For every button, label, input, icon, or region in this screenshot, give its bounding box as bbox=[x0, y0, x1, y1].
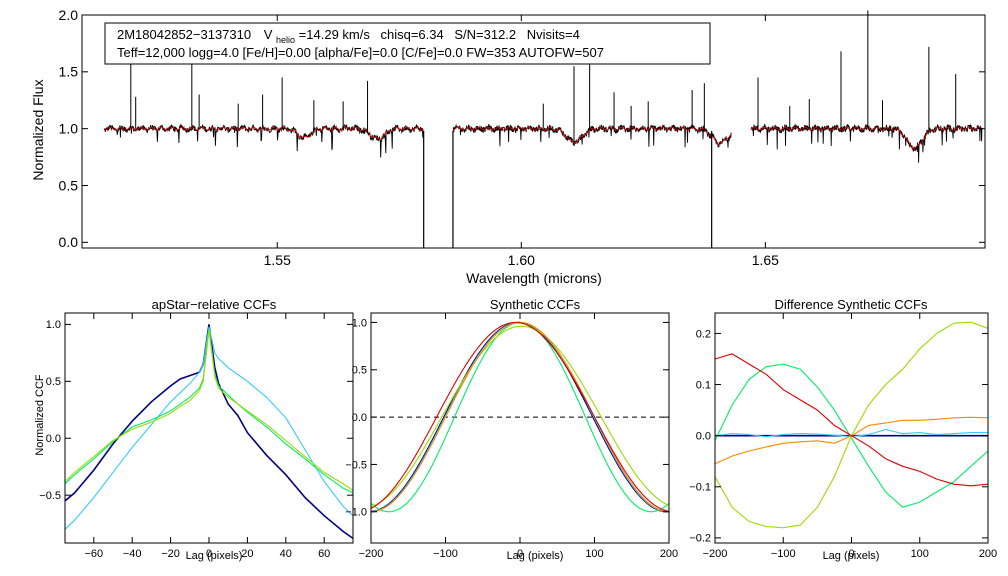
info-star-id: 2M18042852−3137310 bbox=[117, 27, 251, 42]
spectrum-model-chip bbox=[103, 126, 424, 140]
apstar-ccf-xtick-label: 60 bbox=[318, 548, 330, 560]
apstar-ccf-line-visit-3 bbox=[64, 328, 354, 494]
synthetic-ccf-line-visit-6 bbox=[370, 321, 670, 512]
apstar-ccf-line-visit-4 bbox=[64, 330, 354, 492]
info-nvisits: Nvisits=4 bbox=[527, 27, 580, 42]
synthetic-ccf-xtick-label: 100 bbox=[585, 548, 603, 560]
apstar-ccf-xtick-label: −20 bbox=[161, 548, 180, 560]
info-box: 2M18042852−3137310 V helio =14.29 km/s c… bbox=[104, 22, 711, 65]
apstar-ccf-ytick-label: −0.5 bbox=[39, 490, 61, 502]
synthetic-ccf-title: Synthetic CCFs bbox=[490, 297, 581, 312]
difference-ccf-xtick-label: 100 bbox=[911, 548, 929, 560]
spectrum-model-chip bbox=[750, 126, 983, 150]
info-v-subscript: helio bbox=[276, 35, 295, 45]
difference-ccf-panel: −200 −100 0 100 200 −0.2 −0.1 0.0 0.1 0.2 Differe… bbox=[689, 297, 997, 562]
apstar-ccf-ytick-label: 0.0 bbox=[46, 433, 61, 445]
difference-ccf-ytick-label: 0.1 bbox=[696, 379, 711, 391]
synthetic-ccf-ytick-label: −1.0 bbox=[345, 507, 367, 519]
difference-ccf-ytick-label: −0.2 bbox=[689, 533, 711, 545]
info-v-prefix: V bbox=[264, 27, 273, 42]
apstar-ccf-xtick-label: 40 bbox=[280, 548, 292, 560]
apstar-ccf-line-visit-2 bbox=[64, 326, 354, 530]
spectrum-model-chip bbox=[453, 126, 732, 146]
spectrum-ytick-label: 1.5 bbox=[59, 64, 79, 80]
difference-ccf-ytick-label: −0.1 bbox=[689, 482, 711, 494]
apstar-ccf-title: apStar−relative CCFs bbox=[152, 297, 277, 312]
synthetic-ccf-ytick-label: 0.0 bbox=[352, 412, 367, 424]
info-chisq: chisq=6.34 bbox=[380, 27, 443, 42]
difference-ccf-line-visit-6 bbox=[714, 353, 989, 487]
synthetic-ccf-panel: −200 −100 0 100 200 −1.0 −0.5 0.0 0.5 1.0 Synthet… bbox=[345, 297, 678, 562]
difference-ccf-xtick-label: −200 bbox=[703, 548, 728, 560]
info-line-1: 2M18042852−3137310 V helio =14.29 km/s c… bbox=[117, 27, 580, 46]
synthetic-ccf-xtick-label: 0 bbox=[517, 548, 523, 560]
apstar-ccf-ytick-label: 0.5 bbox=[46, 376, 61, 388]
apstar-ccf-series bbox=[64, 324, 354, 540]
spectrum-axes: 1.55 1.60 1.65 0.0 0.5 1.0 1.5 2.0 bbox=[59, 7, 986, 268]
info-line-2: Teff=12,000 logg=4.0 [Fe/H]=0.00 [alpha/… bbox=[117, 45, 604, 60]
info-snr: S/N=312.2 bbox=[454, 27, 516, 42]
synthetic-ccf-xtick-label: 200 bbox=[660, 548, 678, 560]
apstar-ccf-ytick-label: 1.0 bbox=[46, 319, 61, 331]
apstar-ccf-xtick-label: −40 bbox=[123, 548, 142, 560]
difference-ccf-xtick-label: 200 bbox=[979, 548, 997, 560]
difference-ccf-xtick-label: 0 bbox=[848, 548, 854, 560]
apstar-ccf-panel: −60 −40 −20 0 20 40 60 −0.5 0.0 0.5 1.0 apStar−rel… bbox=[34, 297, 354, 562]
info-box-frame bbox=[104, 22, 711, 65]
spectrum-panel: 1.55 1.60 1.65 0.0 0.5 1.0 1.5 2.0 Wavelength (… bbox=[30, 7, 986, 286]
difference-ccf-series bbox=[714, 321, 989, 529]
apstar-ccf-xtick-label: 20 bbox=[241, 548, 253, 560]
spectrum-observed-chip bbox=[452, 123, 732, 148]
synthetic-ccf-xlabel: Lag (pixels) bbox=[507, 550, 564, 562]
spectrum-ytick-label: 0.5 bbox=[59, 177, 79, 193]
synthetic-ccf-series bbox=[370, 321, 670, 513]
apstar-ccf-axes: −60 −40 −20 0 20 40 60 −0.5 0.0 0.5 1.0 bbox=[39, 312, 354, 560]
spectrum-ytick-label: 2.0 bbox=[59, 7, 79, 23]
apstar-ccf-line-visit-1 bbox=[64, 324, 354, 540]
spectrum-xtick-label: 1.55 bbox=[264, 252, 291, 268]
spectrum-xtick-label: 1.60 bbox=[508, 252, 535, 268]
info-v-value: =14.29 km/s bbox=[299, 27, 371, 42]
spectrum-xlabel: Wavelength (microns) bbox=[466, 270, 602, 286]
difference-ccf-title: Difference Synthetic CCFs bbox=[775, 297, 928, 312]
spectrum-observed-chip bbox=[750, 123, 983, 163]
spectrum-observed-chip bbox=[103, 123, 425, 158]
spectrum-series bbox=[103, 10, 983, 248]
difference-ccf-xlabel: Lag (pixels) bbox=[823, 550, 880, 562]
spectrum-ytick-label: 1.0 bbox=[59, 121, 79, 137]
difference-ccf-xtick-label: −100 bbox=[771, 548, 796, 560]
difference-ccf-ytick-label: 0.2 bbox=[696, 328, 711, 340]
synthetic-ccf-ytick-label: 0.5 bbox=[352, 365, 367, 377]
difference-ccf-axes: −200 −100 0 100 200 −0.2 −0.1 0.0 0.1 0.2 bbox=[689, 312, 997, 560]
spectrum-frame bbox=[81, 14, 986, 249]
spectrum-ytick-label: 0.0 bbox=[59, 234, 79, 250]
difference-ccf-ytick-label: 0.0 bbox=[696, 431, 711, 443]
synthetic-ccf-xtick-label: −200 bbox=[359, 548, 384, 560]
synthetic-ccf-line-visit-4 bbox=[370, 325, 670, 508]
apstar-ccf-xlabel: Lag (pixels) bbox=[186, 550, 243, 562]
spectrum-ylabel: Normalized Flux bbox=[30, 79, 46, 180]
synthetic-ccf-ytick-label: −0.5 bbox=[345, 459, 367, 471]
apstar-ccf-ylabel: Normalized CCF bbox=[34, 374, 46, 456]
synthetic-ccf-axes: −200 −100 0 100 200 −1.0 −0.5 0.0 0.5 1.0 bbox=[345, 312, 678, 560]
synthetic-ccf-ytick-label: 1.0 bbox=[352, 317, 367, 329]
synthetic-ccf-xtick-label: −100 bbox=[433, 548, 458, 560]
apstar-ccf-xtick-label: −60 bbox=[84, 548, 103, 560]
spectrum-xtick-label: 1.65 bbox=[752, 252, 779, 268]
apstar-ccf-xtick-label: 0 bbox=[206, 548, 212, 560]
